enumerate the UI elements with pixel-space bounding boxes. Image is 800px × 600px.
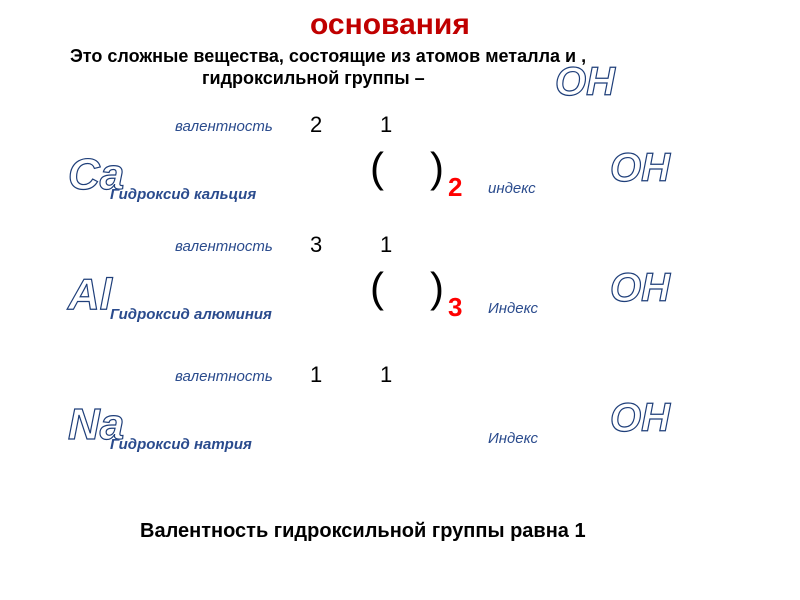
index-label-1: Индекс: [488, 300, 538, 317]
element-1: Al: [68, 270, 112, 320]
index-1: 3: [448, 292, 462, 323]
index-label-2: Индекс: [488, 430, 538, 447]
valence-label-1: валентность: [175, 238, 273, 255]
paren-open-1: (: [370, 264, 384, 312]
slide-title: основания: [310, 8, 470, 42]
valence-metal-0: 2: [310, 112, 322, 138]
subtitle-line1: Это сложные вещества, состоящие из атомо…: [70, 46, 586, 67]
valence-metal-2: 1: [310, 362, 322, 388]
name-1: Гидроксид алюминия: [110, 306, 272, 323]
oh-1: OH: [610, 266, 670, 311]
valence-label-0: валентность: [175, 118, 273, 135]
name-2: Гидроксид натрия: [110, 436, 252, 453]
valence-oh-2: 1: [380, 362, 392, 388]
oh-header: OH: [555, 60, 615, 105]
valence-oh-0: 1: [380, 112, 392, 138]
valence-oh-1: 1: [380, 232, 392, 258]
oh-2: OH: [610, 396, 670, 441]
paren-close-0: ): [430, 144, 444, 192]
paren-close-1: ): [430, 264, 444, 312]
index-0: 2: [448, 172, 462, 203]
slide-stage: основания Это сложные вещества, состоящи…: [0, 0, 800, 600]
valence-label-2: валентность: [175, 368, 273, 385]
footer-note: Валентность гидроксильной группы равна 1: [140, 520, 586, 543]
index-label-0: индекс: [488, 180, 536, 197]
name-0: Гидроксид кальция: [110, 186, 256, 203]
subtitle-line2: гидроксильной группы –: [202, 68, 425, 89]
oh-0: OH: [610, 146, 670, 191]
valence-metal-1: 3: [310, 232, 322, 258]
paren-open-0: (: [370, 144, 384, 192]
